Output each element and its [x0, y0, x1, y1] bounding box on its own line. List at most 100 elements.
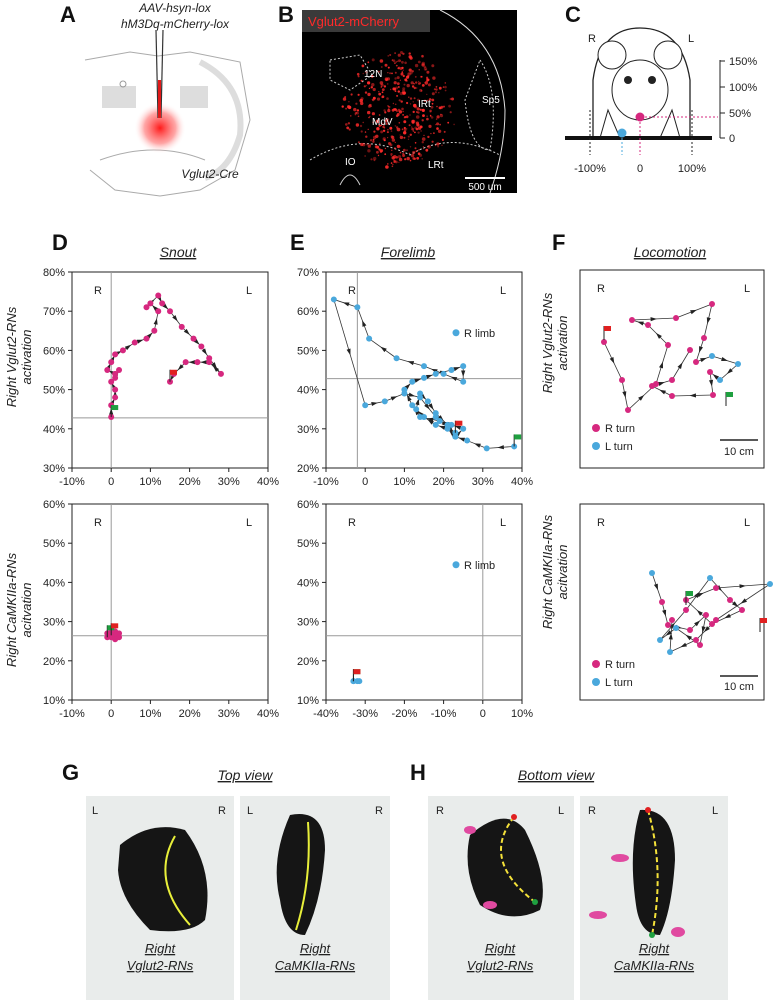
trajectory-arrow: [438, 425, 446, 430]
mcherry-speck: [431, 140, 434, 143]
trajectory-arrow: [497, 445, 504, 450]
end-flag: [111, 623, 119, 629]
g2-caption-1: Right: [300, 941, 332, 956]
locomotion-bottom: R L R turn L turn 10 cm: [579, 503, 773, 701]
h1-snout-dot: [511, 814, 517, 820]
mcherry-speck: [398, 157, 403, 162]
mcherry-speck: [400, 51, 403, 54]
mcherry-speck: [416, 156, 420, 160]
loco-top-scale: 10 cm: [724, 446, 754, 458]
mcherry-speck: [392, 102, 395, 105]
x-tick-label: 0: [362, 476, 368, 488]
trajectory-arrow: [427, 419, 434, 425]
mcherry-speck: [429, 109, 432, 113]
mcherry-speck: [357, 75, 360, 78]
mcherry-speck: [444, 82, 447, 84]
loco-point: [649, 570, 655, 576]
mcherry-speck: [383, 127, 386, 129]
y-tick-label: 30%: [43, 463, 65, 475]
mcherry-speck: [346, 126, 350, 130]
chart-forelimb-vglut2: -10% 0 10% 20% 30% 40% 20% 30% 40% 50% 60% 70% R L R l…: [297, 267, 533, 488]
virus-label-2: hM3Dq-mCherry-lox: [121, 17, 230, 31]
mcherry-speck: [380, 83, 384, 87]
mcherry-speck: [437, 129, 442, 133]
mcherry-speck: [387, 137, 389, 139]
mcherry-speck: [364, 70, 368, 74]
mcherry-speck: [429, 115, 432, 117]
mcherry-speck: [387, 66, 390, 69]
mcherry-speck: [394, 103, 397, 106]
data-point: [381, 398, 388, 405]
loco-top-l: L: [744, 283, 750, 295]
loco-point: [669, 377, 675, 383]
h2-tail-dot: [649, 932, 655, 938]
mcherry-speck: [390, 153, 393, 156]
mcherry-speck: [421, 158, 424, 160]
loco-point: [693, 359, 699, 365]
y-tick-label: 40%: [43, 424, 65, 436]
mcherry-speck: [396, 144, 401, 149]
loco-point: [669, 393, 675, 399]
mcherry-speck: [436, 122, 440, 126]
data-point: [393, 355, 400, 362]
plot-frame: [325, 503, 523, 701]
mcherry-speck: [384, 111, 387, 114]
loco-arrow: [706, 317, 711, 324]
legend-r-turn-dot-2: [592, 660, 600, 668]
data-point: [421, 363, 427, 370]
panel-b: B Vglut2-mCherry 12N IRt MdV Sp5 IO LRt …: [278, 2, 517, 194]
mcherry-speck: [391, 59, 394, 61]
data-point: [440, 370, 447, 377]
mcherry-speck: [440, 105, 444, 109]
mcherry-speck: [401, 107, 404, 111]
mcherry-speck: [402, 91, 407, 95]
loco-arrow: [665, 630, 672, 636]
mcherry-speck: [370, 158, 373, 161]
mcherry-speck: [407, 135, 410, 138]
loco-arrow: [694, 620, 701, 627]
y-tick-label: 10%: [43, 695, 65, 707]
mcherry-speck: [372, 96, 376, 100]
mcherry-speck: [419, 125, 422, 128]
mcherry-speck: [367, 149, 371, 153]
mcherry-speck: [430, 132, 432, 135]
mcherry-speck: [391, 108, 395, 112]
mcherry-speck: [367, 61, 370, 64]
mcherry-speck: [360, 130, 363, 133]
mcherry-speck: [435, 88, 438, 91]
loco-arrow: [658, 382, 665, 386]
loco-point: [713, 585, 719, 591]
h1-r: R: [436, 805, 444, 817]
mcherry-speck: [380, 124, 383, 127]
mcherry-speck: [426, 76, 429, 79]
x-tick-label: 20%: [433, 476, 455, 488]
data-point: [464, 437, 471, 444]
y-tick-label: 50%: [297, 345, 319, 357]
y-tick-label: 50%: [297, 538, 319, 550]
mcherry-speck: [386, 131, 389, 134]
h1-caption-2: Vglut2-RNs: [467, 958, 534, 973]
locomotion-bottom-trajectory: [649, 570, 773, 655]
c-ytick-150: 150%: [729, 56, 757, 68]
mcherry-speck: [427, 135, 430, 139]
x-tick-label: 20%: [179, 708, 201, 720]
mcherry-speck: [400, 72, 404, 76]
mcherry-speck: [418, 80, 420, 83]
f-top-label-1: Right Vglut2-RNs: [540, 292, 555, 393]
trajectory-arrow: [415, 398, 420, 406]
mcherry-speck: [378, 70, 380, 73]
loco-arrow: [680, 642, 687, 648]
x-tick-label: 40%: [511, 476, 533, 488]
mcherry-speck: [395, 64, 398, 67]
mcherry-speck: [348, 101, 350, 103]
mcherry-speck: [401, 71, 404, 73]
loco-point: [709, 301, 715, 307]
panel-c-label: C: [565, 2, 581, 27]
mcherry-speck: [391, 165, 394, 168]
data-point: [460, 425, 467, 432]
mouse-line-label: Vglut2-Cre: [181, 167, 239, 181]
mcherry-speck: [376, 97, 381, 101]
mcherry-speck: [362, 121, 364, 124]
f-bottom-label-1: Right CaMKIIa-RNs: [540, 514, 555, 629]
mcherry-speck: [396, 76, 400, 80]
